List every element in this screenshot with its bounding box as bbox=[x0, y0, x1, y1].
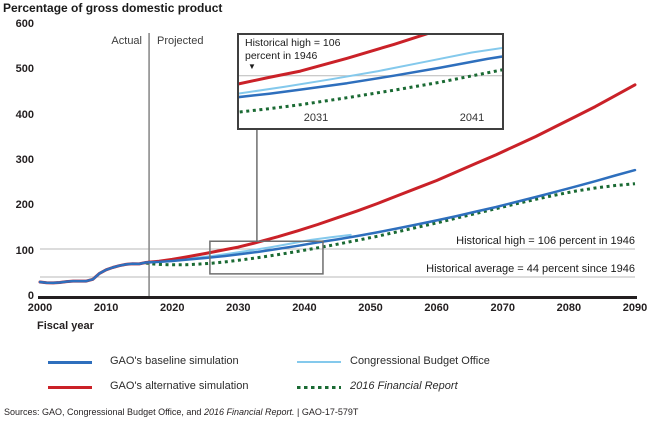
legend-item: 2016 Financial Report bbox=[0, 380, 650, 394]
inset-series-4 bbox=[239, 68, 502, 114]
inset-border bbox=[237, 33, 504, 130]
zoom-source-rect bbox=[209, 240, 324, 275]
x-tick-label: 2080 bbox=[556, 302, 582, 314]
x-tick-label: 2090 bbox=[622, 302, 648, 314]
x-tick-label: 2040 bbox=[292, 302, 317, 314]
legend-label: GAO's alternative simulation bbox=[110, 380, 249, 392]
source-italic: 2016 Financial Report. bbox=[203, 407, 295, 417]
legend-swatch-line-icon bbox=[297, 361, 341, 363]
y-tick-label: 600 bbox=[15, 18, 34, 30]
inset-series-group bbox=[239, 35, 502, 114]
x-tick-label: 2020 bbox=[159, 302, 185, 314]
projected-label: Projected bbox=[157, 35, 204, 47]
y-tick-label: 0 bbox=[27, 290, 34, 302]
inset-year-left: 2031 bbox=[303, 112, 329, 124]
x-tick-label: 2050 bbox=[358, 302, 383, 314]
legend-item: GAO's baseline simulation bbox=[0, 355, 650, 369]
legend-label: 2016 Financial Report bbox=[350, 380, 458, 392]
legend-label: Congressional Budget Office bbox=[350, 355, 490, 367]
x-axis-title: Fiscal year bbox=[37, 320, 94, 332]
actual-label: Actual bbox=[111, 35, 142, 47]
inset-series-2 bbox=[239, 35, 429, 86]
inset-note-line2: percent in 1946 bbox=[245, 50, 318, 62]
x-tick-label: 2010 bbox=[93, 302, 119, 314]
source-prefix: Sources: GAO, Congressional Budget Offic… bbox=[4, 407, 204, 417]
y-tick-label: 500 bbox=[15, 63, 34, 76]
legend-swatch-line-icon bbox=[48, 385, 92, 389]
legend-label: GAO's baseline simulation bbox=[110, 355, 239, 367]
y-tick-label: 100 bbox=[15, 244, 34, 257]
source-suffix: | GAO-17-579T bbox=[294, 407, 359, 417]
legend-swatch-line-icon bbox=[48, 360, 92, 364]
x-tick-label: 2030 bbox=[226, 302, 251, 314]
series-1 bbox=[38, 168, 637, 285]
y-tick-label: 400 bbox=[15, 108, 34, 121]
inset-pointer-icon: ▼ bbox=[248, 62, 256, 71]
inset-year-right: 2041 bbox=[459, 112, 485, 124]
source-note: Sources: GAO, Congressional Budget Offic… bbox=[4, 407, 358, 417]
page-title: Percentage of gross domestic product bbox=[3, 1, 223, 15]
inset-series-1 bbox=[239, 55, 502, 99]
x-tick-label: 2070 bbox=[490, 302, 515, 314]
x-axis-line bbox=[38, 296, 637, 299]
legend-swatch-dotted-icon bbox=[297, 385, 341, 389]
plot-area bbox=[38, 33, 637, 299]
historical-high-annotation: Historical high = 106 percent in 1946 bbox=[456, 235, 635, 247]
x-tick-label: 2060 bbox=[424, 302, 449, 314]
y-tick-label: 300 bbox=[15, 154, 34, 166]
x-tick-label: 2000 bbox=[27, 302, 53, 314]
inset-note-line1: Historical high = 106 bbox=[245, 37, 341, 49]
inset-series-3 bbox=[239, 47, 502, 95]
legend-item: Congressional Budget Office bbox=[0, 355, 650, 369]
y-tick-label: 200 bbox=[15, 199, 34, 212]
legend-item: GAO's alternative simulation bbox=[0, 380, 650, 394]
series-4 bbox=[145, 182, 636, 267]
historical-average-annotation: Historical average = 44 percent since 19… bbox=[426, 263, 635, 275]
